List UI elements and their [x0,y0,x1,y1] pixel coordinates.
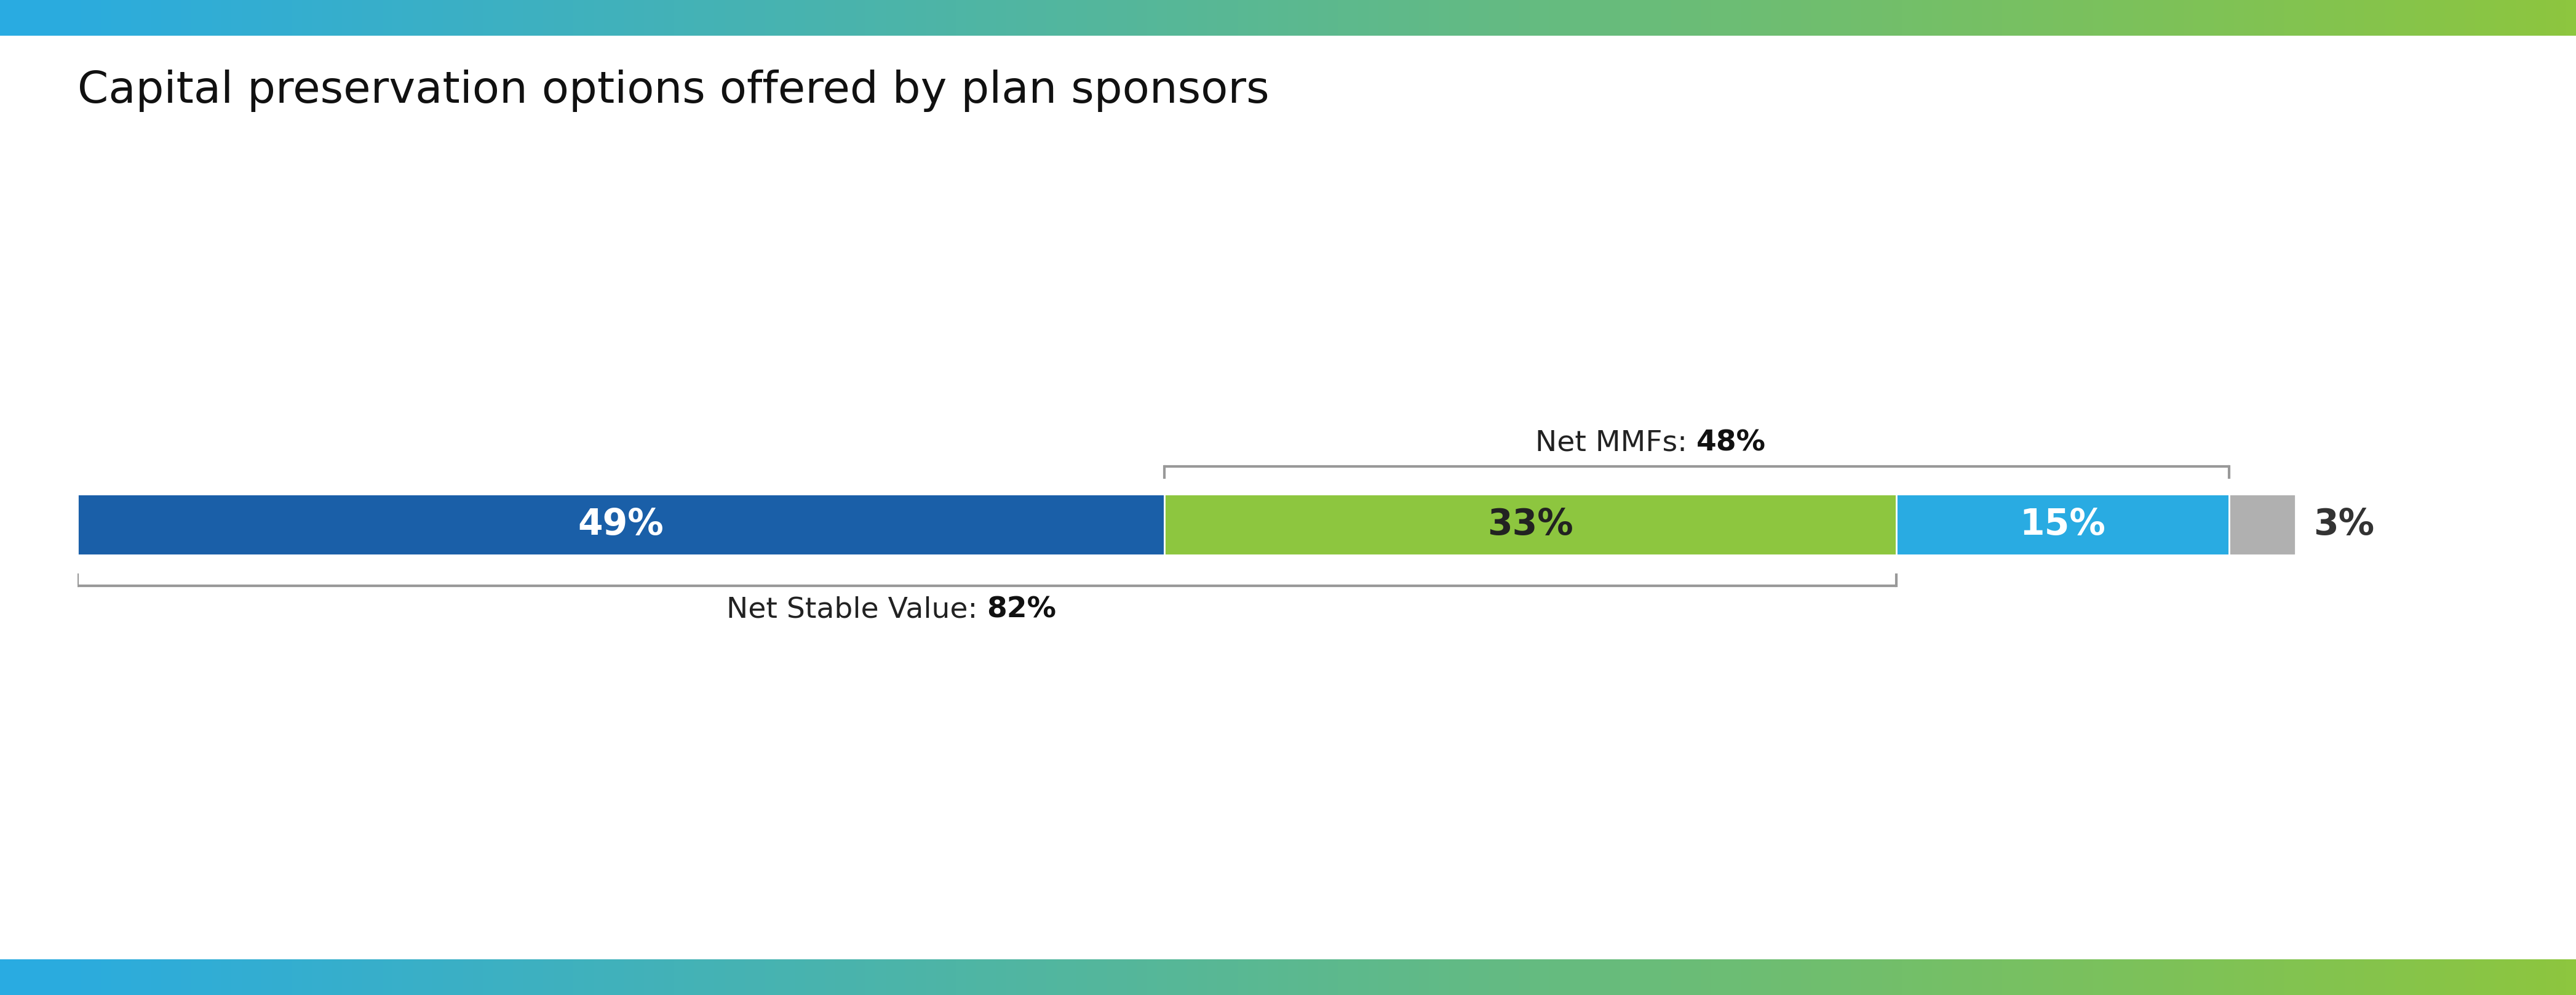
Text: Net MMFs:: Net MMFs: [1535,429,1698,457]
Text: 3%: 3% [2313,507,2375,542]
Text: 82%: 82% [987,596,1056,624]
Bar [1896,495,2228,555]
Bar [1164,495,1896,555]
Text: 15%: 15% [2020,507,2105,542]
Text: Capital preservation options offered by plan sponsors: Capital preservation options offered by … [77,70,1270,112]
Text: 48%: 48% [1698,429,1767,457]
Text: 33%: 33% [1486,507,1574,542]
Text: Net Stable Value:: Net Stable Value: [726,596,987,624]
Bar [2228,495,2295,555]
Bar [77,495,1164,555]
Text: 49%: 49% [577,507,665,542]
